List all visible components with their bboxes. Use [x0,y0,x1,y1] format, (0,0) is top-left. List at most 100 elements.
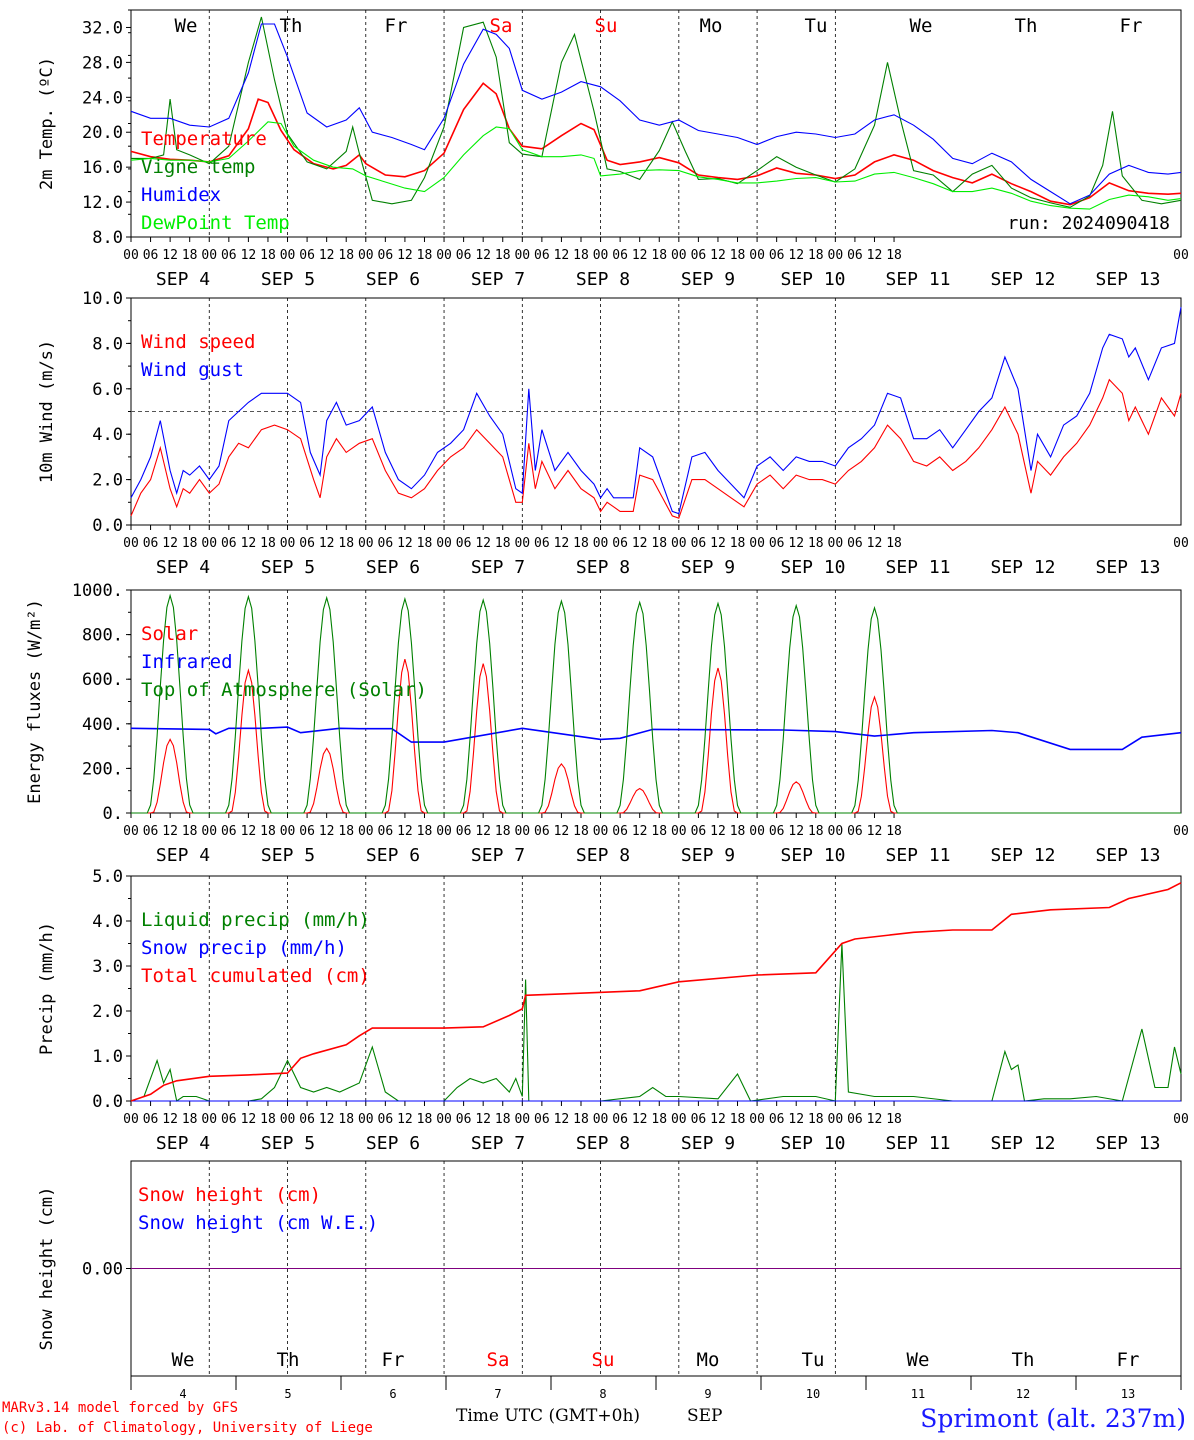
y-tick-label: 600. [82,670,123,690]
x-hour-label: 00 [1173,536,1189,551]
x-hour-label: 00 [671,248,687,263]
day-number-label: 5 [284,1387,291,1401]
month-label: SEP [687,1406,723,1426]
x-date-label: SEP 7 [471,269,525,290]
weekday-label: Mo [697,1349,720,1371]
x-hour-label: 06 [221,824,237,839]
x-hour-label: 06 [221,1112,237,1127]
y-tick-label: 0.0 [92,1092,123,1112]
x-hour-label: 18 [886,248,902,263]
x-hour-label: 18 [260,1112,276,1127]
x-hour-label: 00 [749,248,765,263]
x-hour-label: 12 [788,1112,804,1127]
plot-frame [130,9,1182,238]
x-hour-label: 06 [691,824,707,839]
x-date-label: SEP 8 [576,1133,630,1154]
weekday-label: We [175,15,198,37]
legend-entry: Humidex [141,184,221,206]
x-hour-label: 12 [632,248,648,263]
x-hour-label: 12 [632,1112,648,1127]
y-tick-label: 8.0 [92,334,123,354]
x-date-label: SEP 12 [990,1133,1055,1154]
x-date-label: SEP 11 [885,1133,950,1154]
x-hour-label: 12 [710,536,726,551]
x-date-label: SEP 5 [261,269,315,290]
weekday-label: Fr [382,1349,405,1371]
x-hour-label: 00 [201,1112,217,1127]
x-hour-label: 18 [495,1112,511,1127]
x-hour-label: 12 [241,824,257,839]
x-hour-label: 06 [612,1112,628,1127]
x-hour-label: 18 [730,824,746,839]
x-date-label: SEP 13 [1095,269,1160,290]
x-date-label: SEP 8 [576,269,630,290]
x-date-label: SEP 8 [576,557,630,578]
x-hour-label: 12 [867,248,883,263]
x-hour-label: 06 [847,536,863,551]
x-hour-label: 00 [1173,248,1189,263]
x-hour-label: 12 [241,536,257,551]
x-date-label: SEP 9 [681,269,735,290]
x-date-label: SEP 12 [990,845,1055,866]
x-hour-label: 00 [280,248,296,263]
x-hour-label: 18 [338,824,354,839]
legend-entry: Total cumulated (cm) [141,965,370,987]
day-number-label: 8 [599,1387,606,1401]
x-date-label: SEP 4 [156,845,210,866]
x-hour-label: 00 [436,1112,452,1127]
x-hour-label: 06 [534,536,550,551]
weekday-label: Fr [385,15,408,37]
x-hour-label: 00 [593,824,609,839]
x-hour-label: 12 [554,824,570,839]
x-hour-label: 18 [808,248,824,263]
y-tick-label: 6.0 [92,380,123,400]
day-number-label: 9 [704,1387,711,1401]
x-hour-label: 06 [769,248,785,263]
x-hour-label: 18 [651,248,667,263]
x-hour-label: 18 [573,536,589,551]
weekday-label: We [907,1349,930,1371]
legend-entry: Top of Atmosphere (Solar) [141,679,427,701]
x-hour-label: 18 [338,536,354,551]
model-credit: MARv3.14 model forced by GFS [2,1400,239,1416]
x-hour-label: 00 [514,536,530,551]
x-hour-label: 00 [358,536,374,551]
x-hour-label: 06 [221,536,237,551]
x-hour-label: 00 [514,248,530,263]
x-hour-label: 12 [475,1112,491,1127]
x-date-label: SEP 6 [366,269,420,290]
x-hour-label: 12 [162,536,178,551]
x-hour-label: 12 [319,1112,335,1127]
y-tick-label: 400. [82,715,123,735]
x-hour-label: 12 [632,824,648,839]
legend-entry: DewPoint Temp [141,212,290,234]
x-hour-label: 06 [143,248,159,263]
x-hour-label: 00 [593,1112,609,1127]
x-hour-label: 00 [828,1112,844,1127]
x-hour-label: 00 [593,248,609,263]
y-tick-label: 16.0 [82,158,123,178]
series-line [130,121,1182,210]
weekday-label: Sa [490,15,513,37]
x-hour-label: 12 [788,536,804,551]
x-hour-label: 18 [182,824,198,839]
x-hour-label: 18 [495,536,511,551]
x-hour-label: 06 [221,248,237,263]
y-tick-label: 10.0 [82,289,123,309]
weekday-label: Th [1012,1349,1035,1371]
x-hour-label: 06 [143,1112,159,1127]
x-hour-label: 18 [260,248,276,263]
x-hour-label: 18 [808,1112,824,1127]
weekday-label: We [172,1349,195,1371]
series-line [130,726,1182,751]
x-date-label: SEP 6 [366,1133,420,1154]
day-number-label: 4 [179,1387,186,1401]
x-hour-label: 18 [338,1112,354,1127]
x-hour-label: 12 [241,1112,257,1127]
y-axis-label: 10m Wind (m/s) [37,340,57,483]
x-date-label: SEP 10 [780,557,845,578]
x-hour-label: 00 [593,536,609,551]
x-hour-label: 06 [847,824,863,839]
x-hour-label: 06 [612,248,628,263]
